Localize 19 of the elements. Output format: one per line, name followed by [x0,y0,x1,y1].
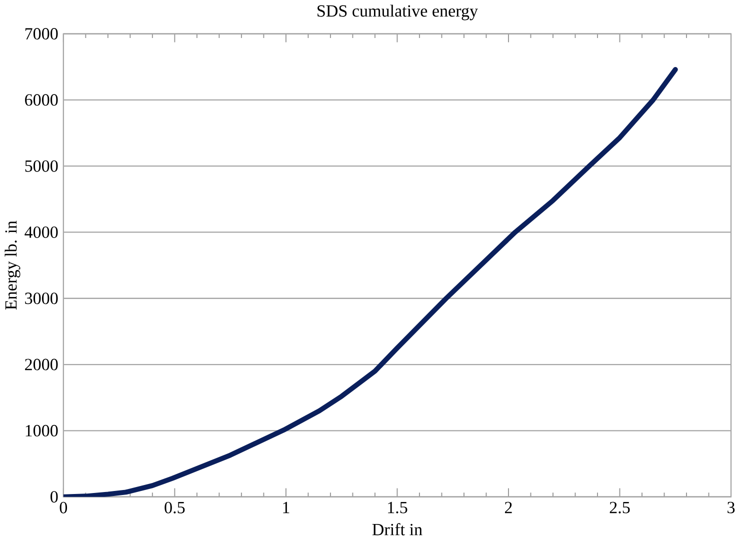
y-tick-label: 4000 [24,226,58,238]
x-tick-label: 3 [728,502,735,514]
x-tick-label: 1.5 [388,502,408,514]
x-tick-label: 2.5 [610,502,630,514]
x-tick-label: 2 [504,502,512,514]
y-tick-label: 0 [50,491,58,503]
y-tick-label: 1000 [26,424,58,436]
y-tick-label: 3000 [25,292,58,304]
line-series [63,66,678,497]
y-tick-label: 6000 [25,94,58,106]
x-tick-label: 0.5 [164,502,185,514]
x-axis-title: Drift in [372,523,422,536]
x-tick-label: 1 [283,502,290,514]
y-axis-title: Energy lb. in [4,220,20,310]
chart-title: SDS cumulative energy [318,4,478,20]
x-tick-label: 0 [60,502,68,514]
y-tick-label: 7000 [25,28,58,40]
y-tick-label: 2000 [25,358,58,370]
y-tick-label: 5000 [25,160,58,172]
